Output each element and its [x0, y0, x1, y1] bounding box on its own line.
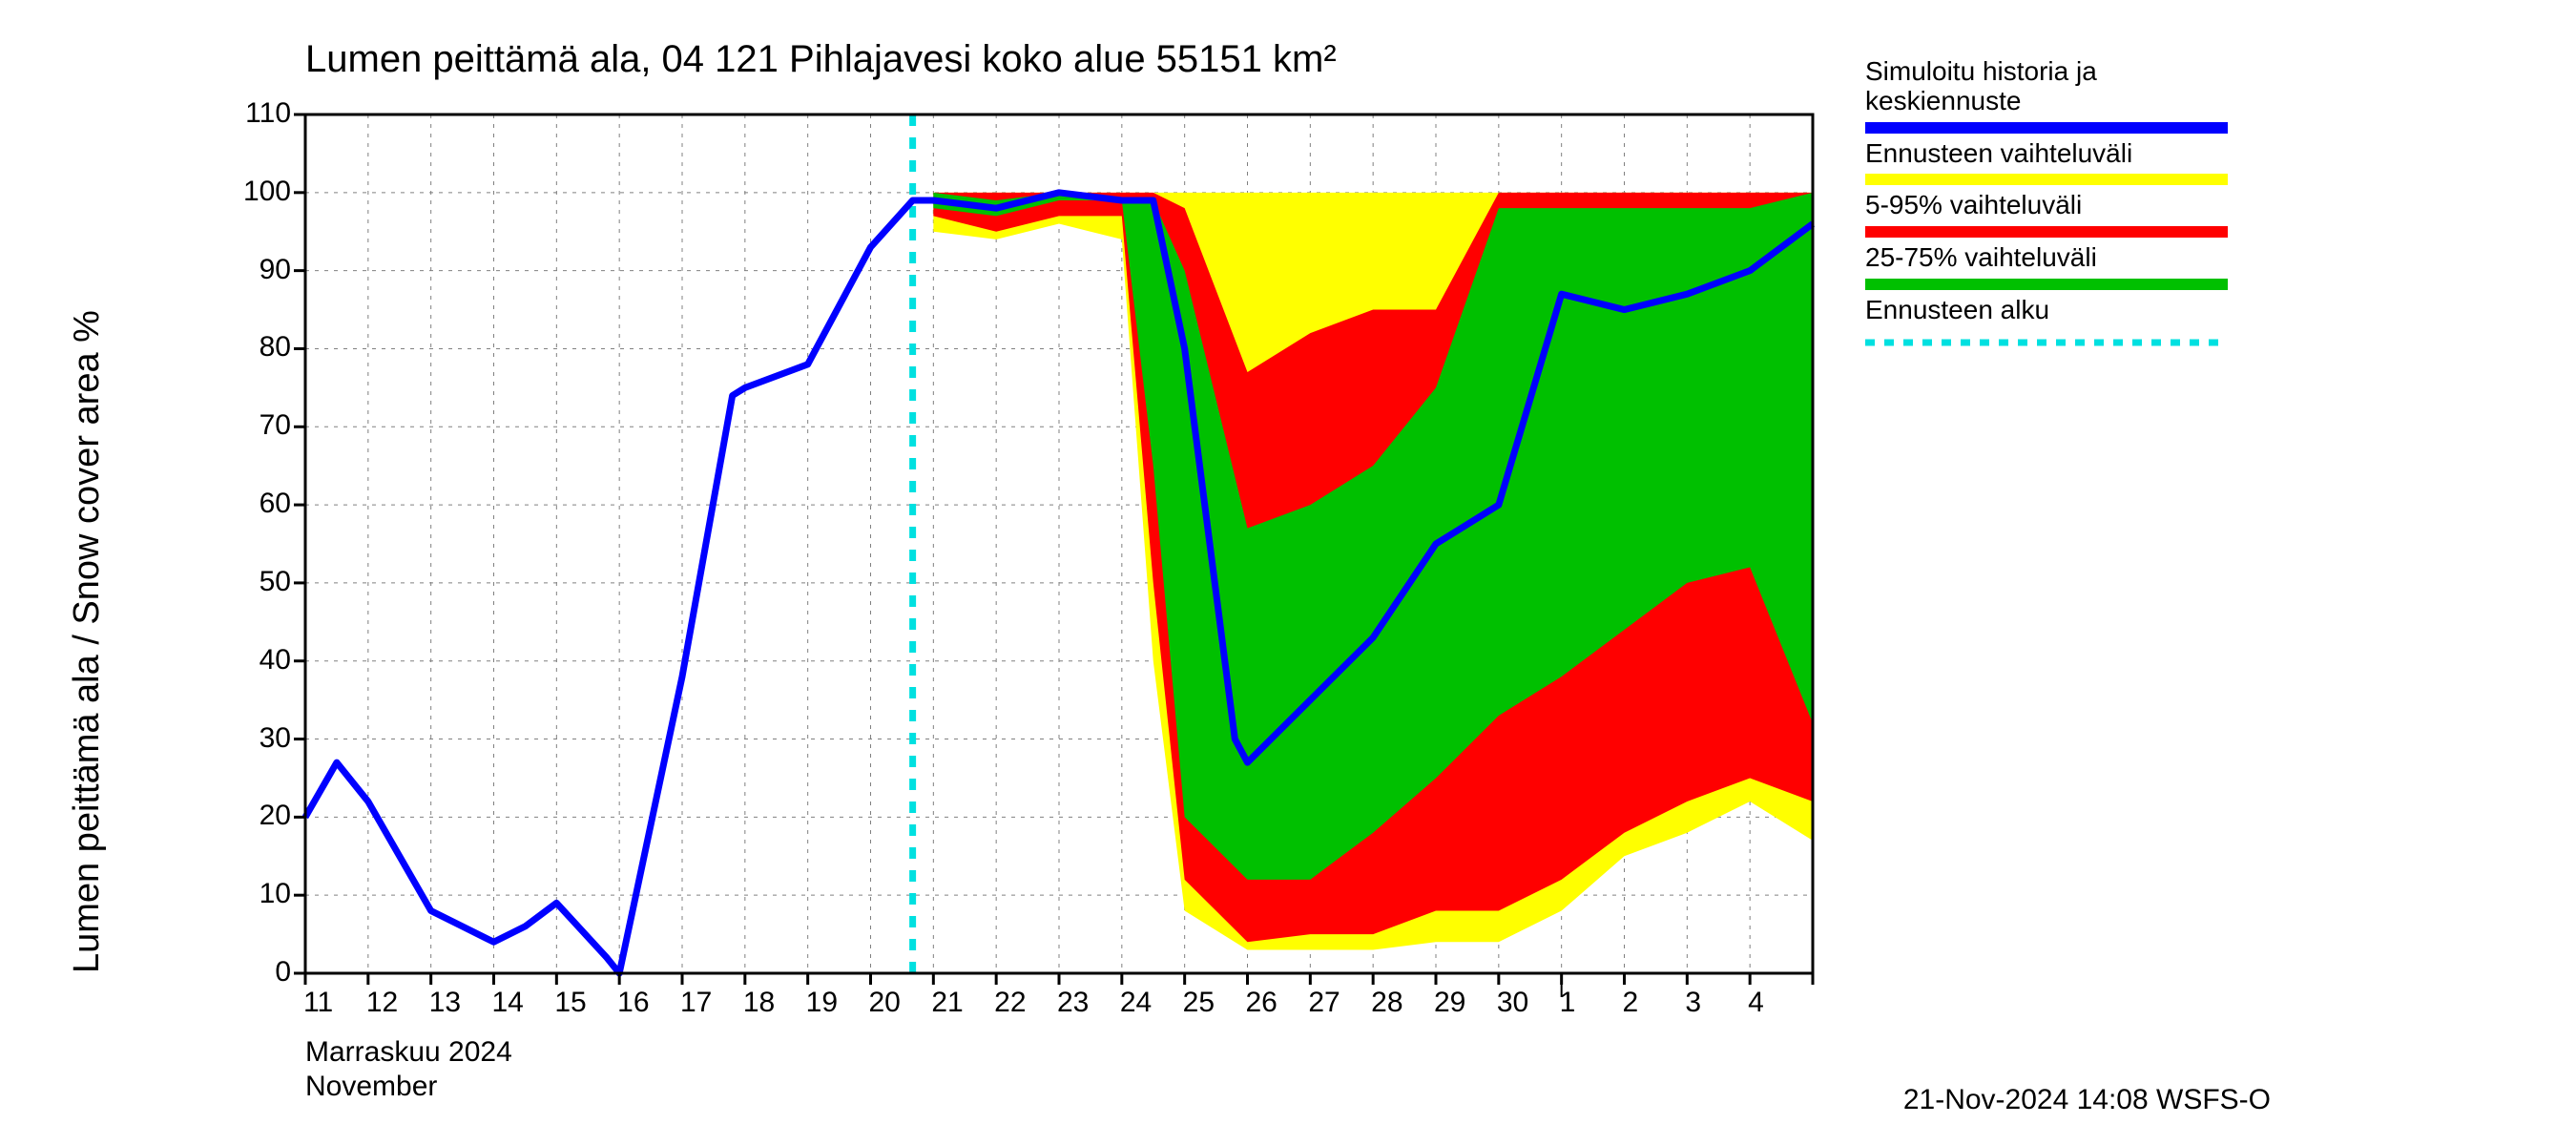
x-tick: 2 — [1623, 987, 1639, 1019]
legend-item-5-95: 5-95% vaihteluväli — [1865, 191, 2266, 238]
legend-item-forecast-range: Ennusteen vaihteluväli — [1865, 139, 2266, 186]
x-tick: 23 — [1057, 987, 1089, 1019]
x-tick: 21 — [931, 987, 963, 1019]
y-tick: 30 — [219, 722, 291, 755]
y-tick: 40 — [219, 644, 291, 677]
x-tick: 11 — [303, 987, 333, 1019]
x-tick: 20 — [869, 987, 901, 1019]
y-tick: 20 — [219, 800, 291, 832]
legend-item-25-75: 25-75% vaihteluväli — [1865, 243, 2266, 290]
month-label: Marraskuu 2024 November — [305, 1035, 512, 1104]
x-tick: 29 — [1434, 987, 1465, 1019]
y-tick: 0 — [219, 956, 291, 989]
legend-item-forecast-start: Ennusteen alku — [1865, 296, 2266, 356]
x-tick: 16 — [617, 987, 649, 1019]
x-tick: 1 — [1560, 987, 1576, 1019]
x-tick: 24 — [1120, 987, 1152, 1019]
y-tick: 80 — [219, 331, 291, 364]
x-tick: 3 — [1685, 987, 1701, 1019]
x-tick: 15 — [554, 987, 586, 1019]
x-tick: 25 — [1183, 987, 1215, 1019]
y-tick: 70 — [219, 409, 291, 442]
x-tick: 19 — [806, 987, 838, 1019]
y-tick: 100 — [219, 176, 291, 208]
y-tick: 50 — [219, 566, 291, 598]
x-tick: 28 — [1371, 987, 1402, 1019]
legend: Simuloitu historia ja keskiennuste Ennus… — [1865, 57, 2266, 362]
x-tick: 30 — [1497, 987, 1528, 1019]
chart-canvas: Lumen peittämä ala, 04 121 Pihlajavesi k… — [0, 0, 2576, 1145]
x-tick: 4 — [1748, 987, 1764, 1019]
x-tick: 13 — [429, 987, 461, 1019]
x-tick: 14 — [492, 987, 524, 1019]
x-tick: 17 — [680, 987, 712, 1019]
legend-item-simulated: Simuloitu historia ja keskiennuste — [1865, 57, 2266, 134]
x-tick: 22 — [994, 987, 1026, 1019]
y-tick: 90 — [219, 254, 291, 286]
x-tick: 27 — [1308, 987, 1340, 1019]
y-tick: 110 — [219, 97, 291, 130]
x-tick: 26 — [1246, 987, 1278, 1019]
y-tick: 60 — [219, 488, 291, 520]
x-tick: 18 — [743, 987, 775, 1019]
y-tick: 10 — [219, 878, 291, 910]
x-tick: 12 — [366, 987, 398, 1019]
footer-timestamp: 21-Nov-2024 14:08 WSFS-O — [1903, 1084, 2271, 1116]
